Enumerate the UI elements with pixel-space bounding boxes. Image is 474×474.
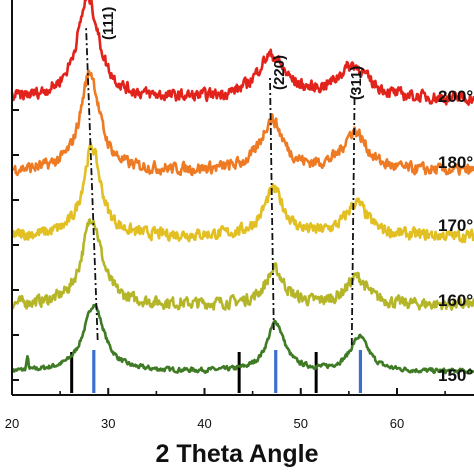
peak-label-111: (111) <box>100 7 117 40</box>
series-line-170 <box>11 141 474 244</box>
x-tick-label: 20 <box>5 416 19 431</box>
x-tick-label: 60 <box>390 416 404 431</box>
peak-guide-lines <box>85 27 356 346</box>
series-line-160 <box>10 218 474 311</box>
chart-labels: (111) (220) (311) 150° 160° 170° 180° 200° <box>100 7 474 385</box>
temperature-label: 170° <box>438 216 473 235</box>
temperature-label: 180° <box>438 153 473 172</box>
x-tick-label: 40 <box>197 416 211 431</box>
series-line-200 <box>10 0 474 106</box>
peak-guide-line <box>269 74 275 331</box>
x-axis-title: 2 Theta Angle <box>156 440 319 468</box>
peak-label-311: (311) <box>348 66 365 100</box>
temperature-label: 200° <box>438 87 473 106</box>
temperature-label: 150° <box>438 366 473 385</box>
series-line-180 <box>11 69 474 177</box>
reference-lines <box>70 350 363 393</box>
peak-guide-line <box>350 87 356 346</box>
x-tick-label: 50 <box>294 416 308 431</box>
series-line-150 <box>10 303 474 375</box>
peak-label-220: (220) <box>271 55 288 90</box>
series-lines <box>10 0 474 375</box>
x-tick-label: 30 <box>101 416 115 431</box>
axis-ticks: 20 30 40 50 60 <box>5 109 446 431</box>
peak-guide-line <box>85 27 99 341</box>
temperature-label: 160° <box>438 291 473 310</box>
